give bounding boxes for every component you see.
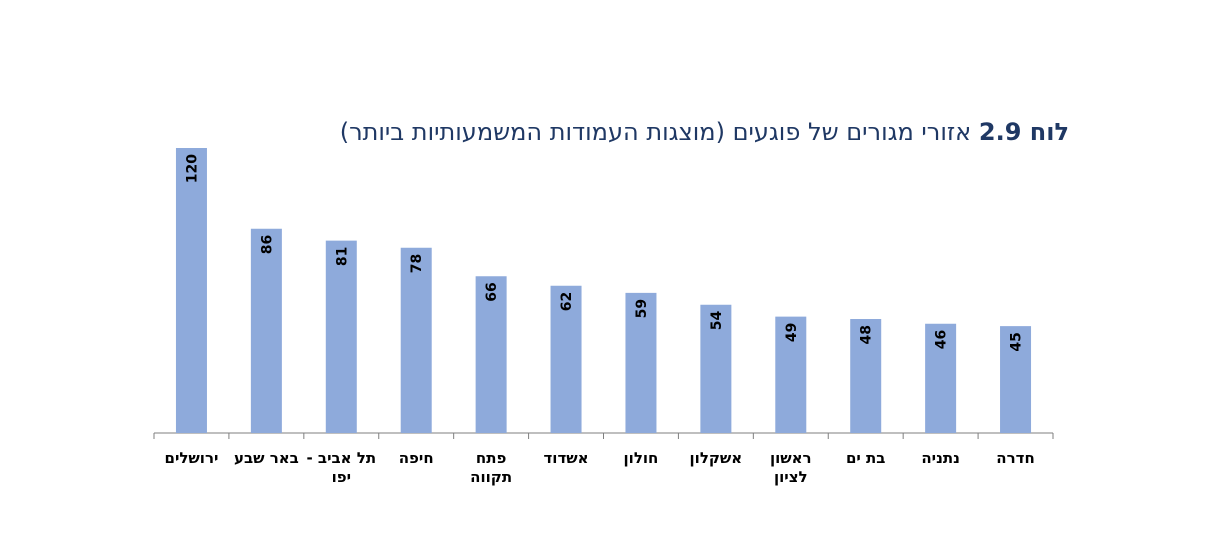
chart-title: לוח 2.9 אזורי מגורים של פוגעים (מוצגות ה… [340, 118, 1069, 146]
bar [775, 316, 807, 433]
x-tick-label: תקווה [470, 468, 512, 486]
bar [325, 240, 357, 433]
bar-value-label: 78 [409, 254, 425, 273]
bar-value-label: 48 [859, 325, 875, 344]
bar [925, 323, 957, 433]
bar-value-label: 62 [559, 292, 575, 311]
bar-value-label: 45 [1009, 332, 1025, 351]
x-tick-label: בת ים [846, 449, 885, 467]
bar [550, 285, 582, 433]
bar-value-label: 59 [634, 299, 650, 318]
x-tick-label: אשקלון [690, 449, 743, 467]
x-tick-label: לציון [774, 468, 808, 486]
bar-value-label: 81 [334, 247, 350, 266]
x-tick-label: ירושלים [165, 449, 219, 467]
x-tick-label: אשדוד [543, 449, 588, 467]
bar [400, 247, 432, 433]
bar-value-label: 46 [934, 330, 950, 349]
bar-value-label: 49 [784, 323, 800, 342]
bar-value-label: 66 [484, 282, 500, 301]
x-tick-label: באר שבע [234, 449, 299, 467]
bar [1000, 326, 1032, 433]
bar [700, 304, 732, 433]
bar [850, 319, 882, 433]
x-tick-label: פתח [476, 449, 507, 467]
bar-value-label: 54 [709, 310, 725, 330]
x-tick-label: ראשון [770, 449, 812, 467]
chart-title-text: אזורי מגורים של פוגעים (מוצגות העמודות ה… [339, 118, 972, 146]
x-tick-label: נתניה [921, 449, 960, 467]
x-tick-label: חיפה [399, 449, 434, 467]
bar [625, 292, 657, 433]
x-tick-label: חדרה [996, 449, 1034, 467]
bar [175, 148, 207, 433]
x-tick-label: יפו [332, 468, 351, 486]
bar [475, 276, 507, 433]
bar-value-label: 86 [259, 235, 275, 254]
x-tick-label: תל אביב - [306, 449, 376, 467]
chart-title-prefix: לוח 2.9 [978, 118, 1069, 146]
bar-value-label: 120 [184, 154, 200, 183]
x-tick-label: חולון [624, 449, 659, 467]
bar [250, 228, 282, 433]
